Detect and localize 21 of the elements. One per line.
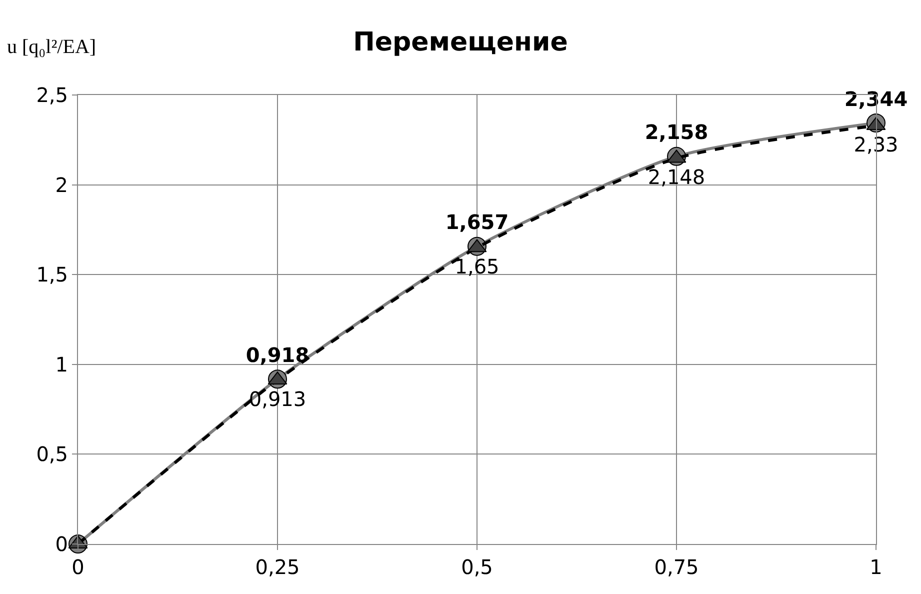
chart-title: Перемещение: [353, 28, 568, 58]
y-axis-title: u [q₀l²/EA]: [7, 36, 96, 58]
x-tick-label: 0: [72, 555, 84, 579]
data-label: 1,65: [454, 254, 500, 279]
data-label: 2,158: [644, 120, 708, 144]
y-tick-label: 1: [55, 352, 68, 376]
x-tick-label: 0,25: [255, 555, 300, 579]
data-label: 2,148: [648, 165, 706, 190]
x-tick-label: 0,75: [654, 555, 699, 579]
data-label: 2,344: [844, 86, 908, 111]
x-tick-label: 1: [870, 555, 882, 579]
y-tick-label: 0,5: [36, 442, 68, 466]
y-tick-label: 2,5: [36, 83, 68, 107]
data-label: 2,33: [854, 132, 898, 157]
data-label: 1,657: [445, 210, 509, 234]
data-label: 0,913: [248, 387, 306, 412]
y-tick-label: 2: [55, 172, 68, 197]
y-tick-label: 1,5: [36, 262, 68, 287]
y-tick-label: 0: [55, 532, 68, 556]
x-tick-label: 0,5: [461, 555, 493, 579]
data-label: 0,918: [246, 342, 310, 367]
